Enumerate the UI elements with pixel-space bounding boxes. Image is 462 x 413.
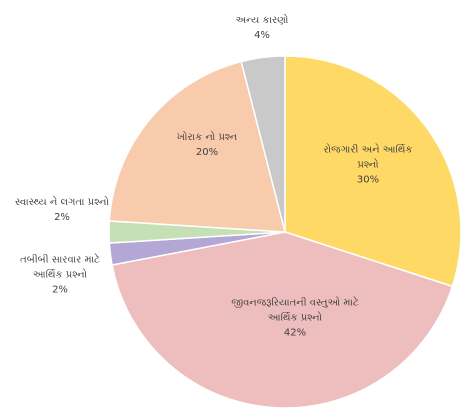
value-label: 4% bbox=[254, 30, 270, 41]
category-label: અન્ય કારણો bbox=[235, 15, 289, 26]
slice-label: રોજગારી અને આર્થિક પ્રશ્નો 30% bbox=[313, 143, 423, 188]
slice bbox=[240, 55, 286, 233]
value-label: 42% bbox=[283, 327, 307, 339]
category-label: સ્વાસ્થ્ય ને લગતા પ્રશ્નો bbox=[15, 197, 109, 208]
slice-label: સ્વાસ્થ્ય ને લગતા પ્રશ્નો 2% bbox=[0, 195, 125, 225]
value-label: 2% bbox=[52, 284, 68, 296]
category-label: રોજગારી અને આર્થિક પ્રશ્નો bbox=[323, 144, 413, 171]
slice-label: જીવનજરૂરિયાતની વસ્તુઓ માટે આર્થિક પ્રશ્ન… bbox=[230, 296, 360, 341]
slice bbox=[284, 55, 462, 288]
slice-label: અન્ય કારણો 4% bbox=[222, 13, 302, 43]
category-label: તબીબી સારવાર માટે આર્થિક પ્રશ્નો bbox=[20, 254, 100, 281]
category-label: ખોરાક નો પ્રશ્ન bbox=[176, 132, 238, 143]
slice bbox=[108, 60, 286, 233]
category-label: જીવનજરૂરિયાતની વસ્તુઓ માટે આર્થિક પ્રશ્ન… bbox=[231, 297, 359, 324]
slice bbox=[111, 231, 454, 409]
value-label: 2% bbox=[54, 212, 70, 223]
value-label: 30% bbox=[356, 174, 380, 186]
value-label: 20% bbox=[195, 147, 219, 158]
slice-label: ખોરાક નો પ્રશ્ન 20% bbox=[157, 130, 257, 160]
slice-label: તબીબી સારવાર માટે આર્થિક પ્રશ્નો 2% bbox=[5, 253, 115, 298]
